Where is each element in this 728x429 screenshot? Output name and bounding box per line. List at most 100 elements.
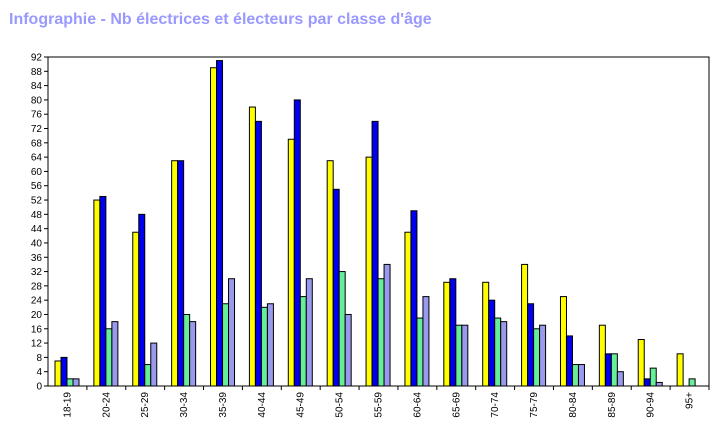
bar-40-44-s1 bbox=[248, 106, 256, 387]
x-tick-label-18-19: 18-19 bbox=[62, 392, 73, 418]
y-tick-label-60: 60 bbox=[31, 167, 43, 178]
bar-35-39-s4 bbox=[228, 278, 236, 387]
bar-70-74-s1 bbox=[482, 281, 490, 387]
bar-70-74-s4 bbox=[500, 321, 508, 387]
y-tick-label-28: 28 bbox=[31, 281, 43, 292]
bar-90-94-s1 bbox=[637, 339, 645, 387]
x-tick-label-75-79: 75-79 bbox=[529, 392, 540, 418]
y-tick-label-68: 68 bbox=[31, 138, 43, 149]
bar-50-54-s4 bbox=[344, 313, 352, 387]
bar-85-89-s2 bbox=[604, 353, 612, 387]
bar-25-29-s2 bbox=[138, 213, 146, 387]
x-tick-label-85-89: 85-89 bbox=[607, 392, 618, 418]
bar-80-84-s4 bbox=[577, 364, 585, 387]
y-tick-label-80: 80 bbox=[31, 95, 43, 106]
bar-60-64-s4 bbox=[422, 296, 430, 387]
bar-45-49-s2 bbox=[293, 99, 301, 387]
bar-80-84-s2 bbox=[565, 335, 573, 387]
bar-18-19-s1 bbox=[54, 360, 62, 387]
bar-25-29-s1 bbox=[132, 231, 140, 387]
x-tick-label-20-24: 20-24 bbox=[101, 392, 112, 418]
bar-60-64-s2 bbox=[410, 210, 418, 387]
bar-70-74-s2 bbox=[488, 299, 496, 387]
bar-20-24-s4 bbox=[111, 321, 119, 387]
x-tick-label-50-54: 50-54 bbox=[335, 392, 346, 418]
bar-40-44-s2 bbox=[254, 120, 262, 387]
bar-75-79-s2 bbox=[527, 303, 535, 387]
bar-55-59-s4 bbox=[383, 263, 391, 387]
bar-60-64-s1 bbox=[404, 231, 412, 387]
x-tick-label-65-69: 65-69 bbox=[451, 392, 462, 418]
x-tick-label-40-44: 40-44 bbox=[257, 392, 268, 418]
x-tick-label-25-29: 25-29 bbox=[140, 392, 151, 418]
bar-25-29-s3 bbox=[144, 364, 152, 387]
bar-60-64-s3 bbox=[416, 317, 424, 387]
bar-50-54-s3 bbox=[338, 271, 346, 387]
y-tick-label-32: 32 bbox=[31, 267, 43, 278]
bar-18-19-s3 bbox=[66, 378, 74, 387]
bar-18-19-s2 bbox=[60, 356, 68, 387]
bar-65-69-s3 bbox=[455, 324, 463, 387]
y-tick-label-72: 72 bbox=[31, 124, 43, 135]
x-tick-label-90-94: 90-94 bbox=[646, 392, 657, 418]
y-tick-label-24: 24 bbox=[31, 296, 43, 307]
y-tick-label-92: 92 bbox=[31, 53, 43, 64]
y-tick-label-64: 64 bbox=[31, 153, 43, 164]
bar-90-94-s2 bbox=[643, 378, 651, 387]
bar-80-84-s3 bbox=[571, 364, 579, 387]
bar-85-89-s1 bbox=[598, 324, 606, 387]
bar-65-69-s2 bbox=[449, 278, 457, 387]
x-tick-label-70-74: 70-74 bbox=[490, 392, 501, 418]
bar-55-59-s2 bbox=[371, 120, 379, 387]
bar-55-59-s3 bbox=[377, 278, 385, 387]
bar-55-59-s1 bbox=[365, 156, 373, 387]
y-tick-label-4: 4 bbox=[36, 367, 42, 378]
bar-45-49-s4 bbox=[305, 278, 313, 387]
y-tick-label-16: 16 bbox=[31, 324, 43, 335]
bar-30-34-s3 bbox=[183, 313, 191, 387]
bar-70-74-s3 bbox=[494, 317, 502, 387]
bar-50-54-s1 bbox=[326, 160, 334, 387]
y-tick-label-36: 36 bbox=[31, 253, 43, 264]
y-tick-label-12: 12 bbox=[31, 339, 43, 350]
bar-75-79-s4 bbox=[539, 324, 547, 387]
bars bbox=[54, 60, 696, 387]
bar-40-44-s4 bbox=[266, 303, 274, 387]
bar-95+-s1 bbox=[676, 353, 684, 387]
y-tick-label-84: 84 bbox=[31, 81, 43, 92]
bar-85-89-s4 bbox=[616, 371, 624, 387]
bar-20-24-s2 bbox=[99, 195, 107, 387]
bar-18-19-s4 bbox=[72, 378, 80, 387]
bar-35-39-s1 bbox=[210, 67, 218, 387]
y-tick-label-52: 52 bbox=[31, 196, 43, 207]
chart-title: Infographie - Nb électrices et électeurs… bbox=[9, 11, 432, 28]
bar-90-94-s4 bbox=[655, 381, 663, 387]
bar-20-24-s3 bbox=[105, 328, 113, 387]
bar-85-89-s3 bbox=[610, 353, 618, 387]
x-tick-label-55-59: 55-59 bbox=[374, 392, 385, 418]
bar-65-69-s1 bbox=[443, 281, 451, 387]
bar-35-39-s2 bbox=[216, 60, 224, 387]
x-tick-label-35-39: 35-39 bbox=[218, 392, 229, 418]
ticks: 18-19 20-24 25-29 30-34 35-39 40-44 45-49 50-54… bbox=[31, 53, 710, 418]
bar-75-79-s1 bbox=[521, 263, 529, 387]
y-tick-label-20: 20 bbox=[31, 310, 43, 321]
x-tick-label-60-64: 60-64 bbox=[412, 392, 423, 418]
bar-45-49-s1 bbox=[287, 138, 295, 387]
bar-25-29-s4 bbox=[150, 342, 158, 387]
y-tick-label-88: 88 bbox=[31, 67, 43, 78]
x-tick-label-95+: 95+ bbox=[685, 392, 696, 409]
y-tick-label-44: 44 bbox=[31, 224, 43, 235]
y-tick-label-0: 0 bbox=[36, 382, 42, 393]
bar-30-34-s4 bbox=[189, 321, 197, 387]
bar-90-94-s3 bbox=[649, 367, 657, 387]
y-tick-label-56: 56 bbox=[31, 181, 43, 192]
x-tick-label-80-84: 80-84 bbox=[568, 392, 579, 418]
bar-40-44-s3 bbox=[260, 306, 268, 387]
bar-35-39-s3 bbox=[222, 303, 230, 387]
bar-30-34-s2 bbox=[177, 160, 185, 387]
bar-50-54-s2 bbox=[332, 188, 340, 387]
x-tick-label-45-49: 45-49 bbox=[296, 392, 307, 418]
bar-75-79-s3 bbox=[533, 328, 541, 387]
